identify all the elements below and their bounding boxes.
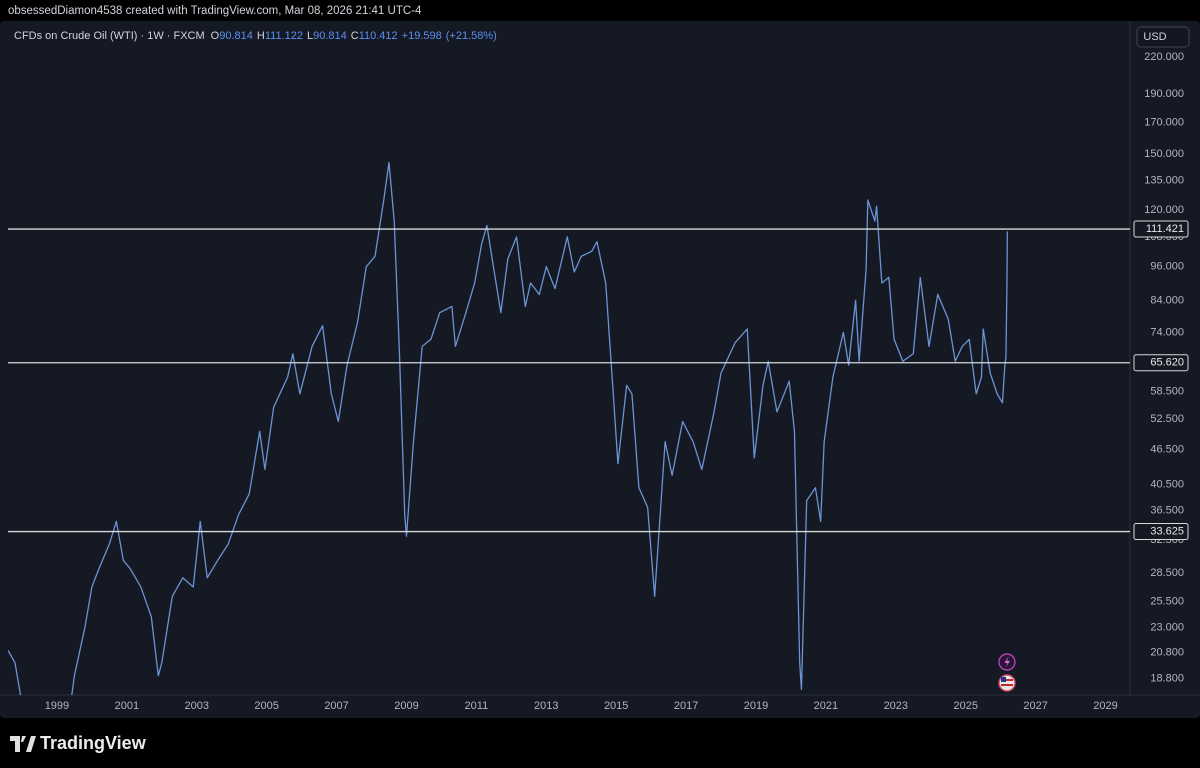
- x-tick-label: 2007: [324, 700, 348, 712]
- y-tick-label: 220.000: [1144, 51, 1184, 63]
- y-tick-label: 135.000: [1144, 174, 1184, 186]
- x-tick-label: 2001: [115, 700, 139, 712]
- x-tick-label: 2019: [744, 700, 768, 712]
- x-tick-label: 2005: [254, 700, 278, 712]
- y-tick-label: 40.500: [1150, 478, 1184, 490]
- ohlc-value: 110.412: [359, 30, 398, 42]
- brand-logo: [10, 736, 36, 752]
- hline-label: 65.620: [1150, 357, 1184, 369]
- x-tick-label: 2023: [884, 700, 908, 712]
- y-tick-label: 150.000: [1144, 148, 1184, 160]
- y-tick-label: 120.000: [1144, 204, 1184, 216]
- flag-stripe: [1001, 679, 1013, 681]
- ohlc-value: 90.814: [219, 30, 253, 42]
- y-tick-label: 20.800: [1150, 647, 1184, 659]
- x-tick-label: 2009: [394, 700, 418, 712]
- currency: USD: [1143, 31, 1166, 43]
- hline-label: 33.625: [1150, 525, 1184, 537]
- y-tick-label: 84.000: [1150, 294, 1184, 306]
- ohlc-key: O: [211, 30, 220, 42]
- axes: 220.000 190.000 170.000 150.000 135.000 120.0…: [45, 51, 1184, 712]
- change: +19.598: [402, 30, 442, 42]
- x-tick-label: 2027: [1023, 700, 1047, 712]
- y-tick-label: 23.000: [1150, 621, 1184, 633]
- brand-name: TradingView: [40, 733, 147, 753]
- x-tick-label: 2021: [814, 700, 838, 712]
- x-tick-label: 2025: [953, 700, 977, 712]
- y-tick-label: 170.000: [1144, 116, 1184, 128]
- y-tick-label: 36.500: [1150, 505, 1184, 517]
- legend: CFDs on Crude Oil (WTI) · 1W · FXCM O90.8…: [14, 30, 497, 42]
- lightning-icon: [1004, 656, 1010, 668]
- chart-panel: [0, 21, 1200, 718]
- legend-text: CFDs on Crude Oil (WTI) · 1W · FXCM O90.8…: [14, 30, 497, 42]
- flag-stripe: [1001, 684, 1013, 686]
- flag-canton: [1001, 677, 1006, 682]
- y-tick-label: 28.500: [1150, 567, 1184, 579]
- ohlc-key: L: [307, 30, 313, 42]
- ohlc-value: 111.122: [265, 30, 303, 42]
- x-tick-label: 2015: [604, 700, 628, 712]
- ohlc-value: 90.814: [313, 30, 347, 42]
- hline-label-box: [1133, 220, 1189, 238]
- price-line: [8, 161, 1008, 695]
- symbol: CFDs on Crude Oil (WTI) · 1W · FXCM: [14, 30, 205, 42]
- hline-label-box: [1133, 354, 1189, 372]
- x-tick-label: 2017: [674, 700, 698, 712]
- currency-button[interactable]: [1136, 26, 1190, 48]
- x-tick-label: 2011: [465, 700, 489, 712]
- x-tick-label: 2003: [185, 700, 209, 712]
- plot-area: [8, 161, 1008, 695]
- y-tick-label: 190.000: [1144, 88, 1184, 100]
- event-icons: [998, 653, 1016, 692]
- change-pct: (+21.58%): [446, 30, 497, 42]
- y-tick-label: 74.000: [1150, 326, 1184, 338]
- attribution: obsessedDiamon4538 created with TradingV…: [8, 5, 422, 17]
- ohlc-key: H: [257, 30, 265, 42]
- x-tick-label: 2013: [534, 700, 558, 712]
- y-tick-label: 25.500: [1150, 595, 1184, 607]
- hline-label: 111.421: [1146, 223, 1184, 235]
- footer: TradingView: [10, 733, 147, 753]
- x-tick-label: 1999: [45, 700, 69, 712]
- ohlc-key: C: [351, 30, 359, 42]
- y-tick-label: 18.800: [1150, 672, 1184, 684]
- y-tick-label: 96.000: [1150, 261, 1184, 273]
- y-tick-label: 58.500: [1150, 386, 1184, 398]
- y-tick-label: 52.500: [1150, 413, 1184, 425]
- y-tick-label: 46.500: [1150, 444, 1184, 456]
- hline-label-box: [1133, 523, 1189, 541]
- x-tick-label: 2029: [1093, 700, 1117, 712]
